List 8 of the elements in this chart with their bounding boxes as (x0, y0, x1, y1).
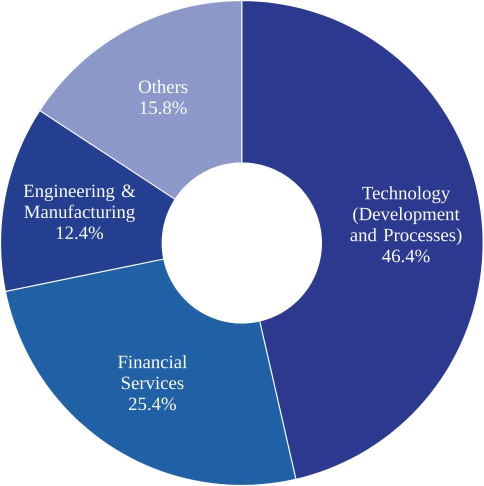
data-label: 25.4% (129, 398, 176, 410)
slice-label: Engineering & Manufacturing (24, 184, 136, 222)
slice-label: Technology (Development and Processes) (350, 186, 462, 246)
slice-label: Others (139, 80, 188, 94)
slice-label: Financial Services (118, 355, 188, 390)
data-label: 46.4% (382, 250, 430, 262)
data-label: 12.4% (57, 226, 104, 240)
data-label: 15.8% (140, 101, 187, 114)
